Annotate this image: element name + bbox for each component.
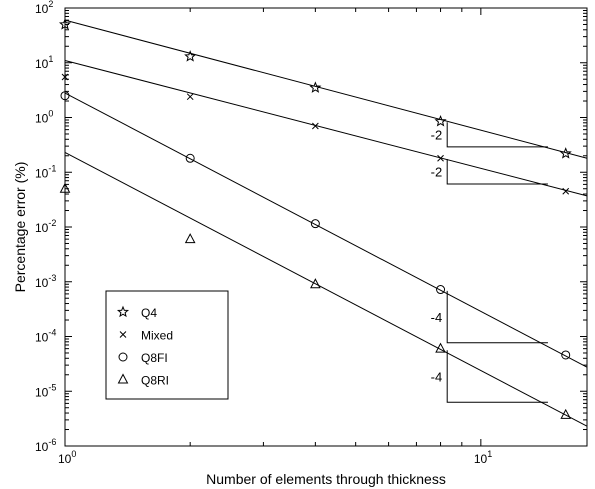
marker-q8fi [436,285,446,295]
slope-label: -2 [431,164,443,179]
marker-q4 [58,18,72,30]
x-tick-label: 100 [58,449,76,466]
legend-label-q8fi: Q8FI [141,351,168,365]
y-tick-label: 10-3 [35,273,56,290]
slope-triangle [446,122,548,148]
slope-triangle [446,350,548,403]
legend: Q4 Mixed Q8FI Q8RI [105,290,229,400]
marker-q4 [184,50,197,62]
marker-q8fi [185,153,195,163]
legend-marker-q4 [116,305,130,318]
legend-marker-mixed [119,331,127,338]
legend-label-mixed: Mixed [141,329,173,343]
legend-marker-q8ri [117,373,129,384]
marker-mixed [61,73,69,81]
slope-label: -4 [431,310,443,325]
slope-triangle [446,158,548,185]
slope-triangles: -2 -2 -4 -4 [431,122,548,403]
marker-mixed [186,93,194,101]
y-tick-label: 102 [35,0,53,16]
marker-q4 [309,81,322,93]
marker-q8ri [310,278,321,289]
axis-tick-labels: 10-6 10-5 10-4 10-3 10-2 10-1 100 101 102 100 101 [35,0,492,466]
marker-mixed [562,187,570,195]
legend-label-q4: Q4 [141,306,157,320]
y-tick-label: 10-2 [35,218,56,235]
legend-marker-q8fi [118,352,128,362]
marker-q8ri [59,182,71,193]
marker-q8ri [560,408,572,419]
slope-label: -4 [431,369,443,384]
marker-q8fi [60,91,70,101]
fit-lines [64,19,588,427]
data-markers [58,18,572,419]
x-axis-label: Number of elements through thickness [206,471,446,487]
legend-label-q8ri: Q8RI [141,374,169,388]
marker-q8fi [310,219,320,229]
y-tick-label: 10-5 [35,382,56,399]
fit-line [64,59,588,197]
slope-triangle [446,290,548,344]
y-axis-label: Percentage error (%) [12,162,28,293]
marker-q8ri [184,233,196,244]
marker-q4 [434,115,447,127]
marker-q8ri [435,342,446,353]
axis-ticks [64,7,587,447]
marker-mixed [437,154,444,162]
marker-mixed [312,122,319,130]
marker-q4 [559,147,572,159]
x-tick-label: 101 [474,449,492,466]
y-tick-label: 100 [35,109,53,126]
fit-line [64,152,588,427]
marker-q8fi [561,350,571,360]
slope-label: -2 [431,128,443,143]
y-tick-label: 10-6 [35,437,56,454]
fit-line [64,19,588,159]
y-tick-label: 101 [35,54,53,71]
fit-line [64,92,588,368]
y-tick-label: 10-4 [35,328,56,345]
y-tick-label: 10-1 [35,163,56,180]
